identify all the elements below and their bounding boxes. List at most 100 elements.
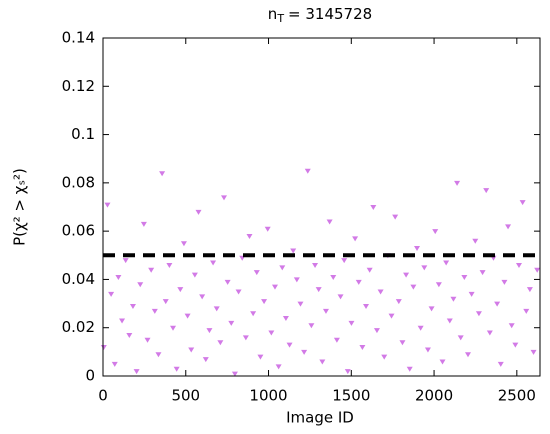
y-tick-label: 0.06 (62, 222, 95, 240)
point (148, 267, 155, 273)
title-rest: = 3145728 (288, 5, 372, 23)
y-axis-label: P(χ² > χₛ²) (11, 168, 29, 246)
point (352, 236, 359, 242)
y-tick-label: 0.02 (62, 318, 95, 336)
point (297, 301, 304, 307)
point (170, 325, 177, 331)
point (399, 340, 406, 346)
point (512, 342, 519, 348)
y-tick-label: 0 (85, 367, 95, 385)
point (173, 366, 180, 372)
point (202, 357, 209, 363)
point (326, 219, 333, 225)
y-tick-label: 0.04 (62, 270, 95, 288)
point (497, 361, 504, 367)
point (417, 325, 424, 331)
title-sub: T (276, 12, 284, 25)
point (250, 311, 257, 317)
point (217, 340, 224, 346)
point (505, 224, 512, 230)
point (428, 306, 435, 312)
point (530, 349, 537, 355)
y-tick-label: 0.08 (62, 173, 95, 191)
x-tick-label: 2000 (415, 387, 453, 405)
point (322, 308, 329, 314)
x-tick-label: 1500 (332, 387, 370, 405)
point (162, 299, 169, 305)
x-tick-label: 0 (98, 387, 108, 405)
point (268, 330, 275, 336)
point (304, 168, 311, 174)
point (144, 337, 151, 343)
point (166, 262, 173, 268)
point (344, 369, 351, 375)
point (464, 352, 471, 358)
point (337, 294, 344, 300)
point (235, 289, 242, 295)
point (286, 342, 293, 348)
point (534, 267, 541, 273)
point (246, 233, 253, 239)
point (126, 332, 133, 338)
point (108, 291, 115, 297)
point (290, 248, 297, 254)
x-tick-label: 500 (171, 387, 200, 405)
point (355, 279, 362, 285)
point (508, 323, 515, 329)
point (319, 359, 326, 365)
point (333, 337, 340, 343)
point (184, 313, 191, 319)
point (424, 347, 431, 353)
x-axis-label: Image ID (286, 409, 354, 427)
point (137, 282, 144, 288)
point (159, 171, 166, 177)
y-tick-label: 0.14 (62, 29, 95, 47)
point (228, 320, 235, 326)
point (210, 260, 217, 266)
point (231, 371, 238, 377)
point (257, 354, 264, 360)
point (341, 258, 348, 264)
point (133, 369, 140, 375)
point (443, 260, 450, 266)
point (501, 279, 508, 285)
point (395, 299, 402, 305)
chart-title: nT = 3145728 (268, 5, 372, 26)
point (450, 296, 457, 302)
point (271, 284, 278, 290)
point (475, 311, 482, 317)
point (151, 308, 158, 314)
point (122, 258, 129, 264)
point (279, 265, 286, 271)
point (461, 275, 468, 281)
point (519, 200, 526, 206)
point (330, 275, 337, 281)
point (308, 323, 315, 329)
point (515, 262, 522, 268)
point (111, 361, 118, 367)
point (479, 270, 486, 276)
point (388, 313, 395, 319)
point (523, 308, 530, 314)
point (457, 335, 464, 341)
x-tick-label: 2500 (498, 387, 536, 405)
point (191, 272, 198, 278)
point (370, 205, 377, 210)
point (293, 277, 300, 283)
point (439, 359, 446, 365)
point (115, 275, 122, 281)
point (435, 282, 442, 288)
y-tick-label: 0.1 (71, 125, 95, 143)
point (261, 299, 268, 305)
point (104, 202, 111, 208)
point (242, 335, 249, 341)
point (253, 270, 260, 276)
point (373, 328, 380, 334)
point (494, 301, 501, 307)
point (486, 330, 493, 336)
point (177, 287, 184, 293)
point (301, 349, 308, 355)
x-tick-label: 1000 (249, 387, 287, 405)
point (155, 352, 162, 358)
